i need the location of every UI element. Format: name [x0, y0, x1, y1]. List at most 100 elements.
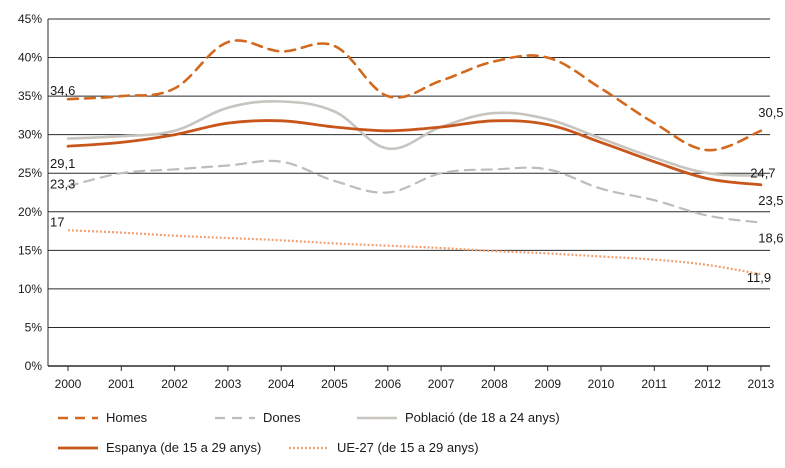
x-tick-label: 2012: [694, 377, 721, 391]
data-point-poblaci-de-18-a-24-anys: [653, 157, 655, 159]
data-point-poblaci-de-18-a-24-anys: [280, 100, 282, 102]
y-tick-label: 20%: [18, 205, 42, 219]
data-point-ue-27-de-15-a-29-anys: [280, 239, 282, 241]
y-tick-label: 0%: [25, 359, 43, 373]
data-point-ue-27-de-15-a-29-anys: [706, 264, 708, 266]
x-tick-label: 2008: [481, 377, 508, 391]
data-point-ue-27-de-15-a-29-anys: [493, 250, 495, 252]
data-point-poblaci-de-18-a-24-anys: [493, 112, 495, 114]
y-tick-label: 40%: [18, 51, 42, 65]
data-point-espanya-de-15-a-29-anys: [653, 160, 655, 162]
legend: Homes Dones Població (de 18 a 24 anys) Espa…: [58, 410, 560, 455]
x-tick-label: 2006: [374, 377, 401, 391]
data-point-ue-27-de-15-a-29-anys: [547, 252, 549, 254]
data-point-espanya-de-15-a-29-anys: [706, 177, 708, 179]
series-line-espanya-de-15-a-29-anys: [66, 119, 763, 187]
axis-layer: 0% 5% 10% 15% 20% 25% 30% 35% 40% 45% 2000 2001 2002…: [18, 12, 775, 391]
data-point-poblaci-de-18-a-24-anys: [120, 135, 122, 137]
data-point-poblaci-de-18-a-24-anys: [600, 137, 602, 139]
series-line-homes: [66, 39, 763, 152]
data-label: 17: [50, 214, 64, 229]
data-point-homes: [493, 60, 495, 62]
series-line-dones: [66, 159, 762, 224]
data-point-ue-27-de-15-a-29-anys: [67, 229, 69, 231]
y-tick-label: 45%: [18, 12, 42, 26]
x-tick-label: 2003: [215, 377, 242, 391]
data-point-dones: [120, 172, 122, 174]
y-tick-label: 25%: [18, 166, 42, 180]
data-label: 11,9: [747, 270, 771, 285]
data-point-homes: [653, 122, 655, 124]
data-point-espanya-de-15-a-29-anys: [547, 123, 549, 125]
data-point-poblaci-de-18-a-24-anys: [387, 147, 389, 149]
data-label: 23,3: [50, 176, 75, 191]
legend-label-poblaci-de-18-a-24-anys: Població (de 18 a 24 anys): [405, 410, 560, 425]
x-tick-label: 2001: [108, 377, 135, 391]
data-point-espanya-de-15-a-29-anys: [120, 141, 122, 143]
data-point-ue-27-de-15-a-29-anys: [653, 258, 655, 260]
x-tick-label: 2009: [534, 377, 561, 391]
y-tick-label: 10%: [18, 282, 42, 296]
data-point-homes: [440, 79, 442, 81]
x-tick-label: 2005: [321, 377, 348, 391]
data-point-dones: [760, 221, 762, 223]
data-point-espanya-de-15-a-29-anys: [280, 120, 282, 122]
x-tick-label: 2010: [588, 377, 615, 391]
data-point-poblaci-de-18-a-24-anys: [173, 130, 175, 132]
data-point-dones: [600, 187, 602, 189]
data-point-ue-27-de-15-a-29-anys: [440, 247, 442, 249]
series-layer: [66, 39, 763, 276]
series-line-poblaci-de-18-a-24-anys: [66, 100, 763, 177]
data-point-espanya-de-15-a-29-anys: [387, 130, 389, 132]
grid-layer: [48, 18, 770, 367]
data-point-homes: [280, 50, 282, 52]
data-point-dones: [493, 168, 495, 170]
data-point-dones: [173, 168, 175, 170]
data-point-dones: [280, 160, 282, 162]
data-point-poblaci-de-18-a-24-anys: [227, 106, 229, 108]
data-point-homes: [706, 149, 708, 151]
data-point-homes: [120, 95, 122, 97]
data-point-dones: [440, 172, 442, 174]
data-point-poblaci-de-18-a-24-anys: [547, 118, 549, 120]
data-point-espanya-de-15-a-29-anys: [227, 122, 229, 124]
data-point-dones: [387, 191, 389, 193]
annotation-layer: 34,6 29,1 23,3 17 30,5 24,7 23,5 18,6 11,9: [50, 83, 784, 285]
data-label: 23,5: [758, 193, 783, 208]
data-point-ue-27-de-15-a-29-anys: [600, 255, 602, 257]
data-point-homes: [227, 41, 229, 43]
data-point-dones: [227, 164, 229, 166]
series-line-ue-27-de-15-a-29-anys: [67, 229, 762, 276]
data-point-dones: [653, 199, 655, 201]
x-tick-label: 2000: [55, 377, 82, 391]
data-point-ue-27-de-15-a-29-anys: [173, 234, 175, 236]
data-label: 18,6: [758, 231, 783, 246]
data-point-homes: [333, 45, 335, 47]
y-tick-label: 30%: [18, 128, 42, 142]
data-point-homes: [67, 98, 69, 100]
data-point-poblaci-de-18-a-24-anys: [333, 110, 335, 112]
data-point-ue-27-de-15-a-29-anys: [120, 231, 122, 233]
data-point-poblaci-de-18-a-24-anys: [67, 137, 69, 139]
data-point-espanya-de-15-a-29-anys: [600, 141, 602, 143]
legend-label-ue-27-de-15-a-29-anys: UE-27 (de 15 a 29 anys): [337, 440, 479, 455]
data-point-homes: [173, 87, 175, 89]
y-tick-label: 5%: [25, 320, 43, 334]
data-point-dones: [706, 214, 708, 216]
data-point-ue-27-de-15-a-29-anys: [333, 242, 335, 244]
data-label: 30,5: [758, 105, 783, 120]
legend-label-homes: Homes: [106, 410, 148, 425]
data-point-homes: [600, 87, 602, 89]
legend-label-espanya-de-15-a-29-anys: Espanya (de 15 a 29 anys): [106, 440, 261, 455]
y-tick-label: 15%: [18, 243, 42, 257]
data-label: 29,1: [50, 156, 75, 171]
data-point-homes: [760, 130, 762, 132]
data-point-ue-27-de-15-a-29-anys: [227, 237, 229, 239]
data-point-dones: [333, 180, 335, 182]
x-tick-label: 2002: [161, 377, 188, 391]
data-point-dones: [547, 168, 549, 170]
y-tick-label: 35%: [18, 89, 42, 103]
data-point-espanya-de-15-a-29-anys: [333, 126, 335, 128]
data-point-homes: [547, 56, 549, 58]
